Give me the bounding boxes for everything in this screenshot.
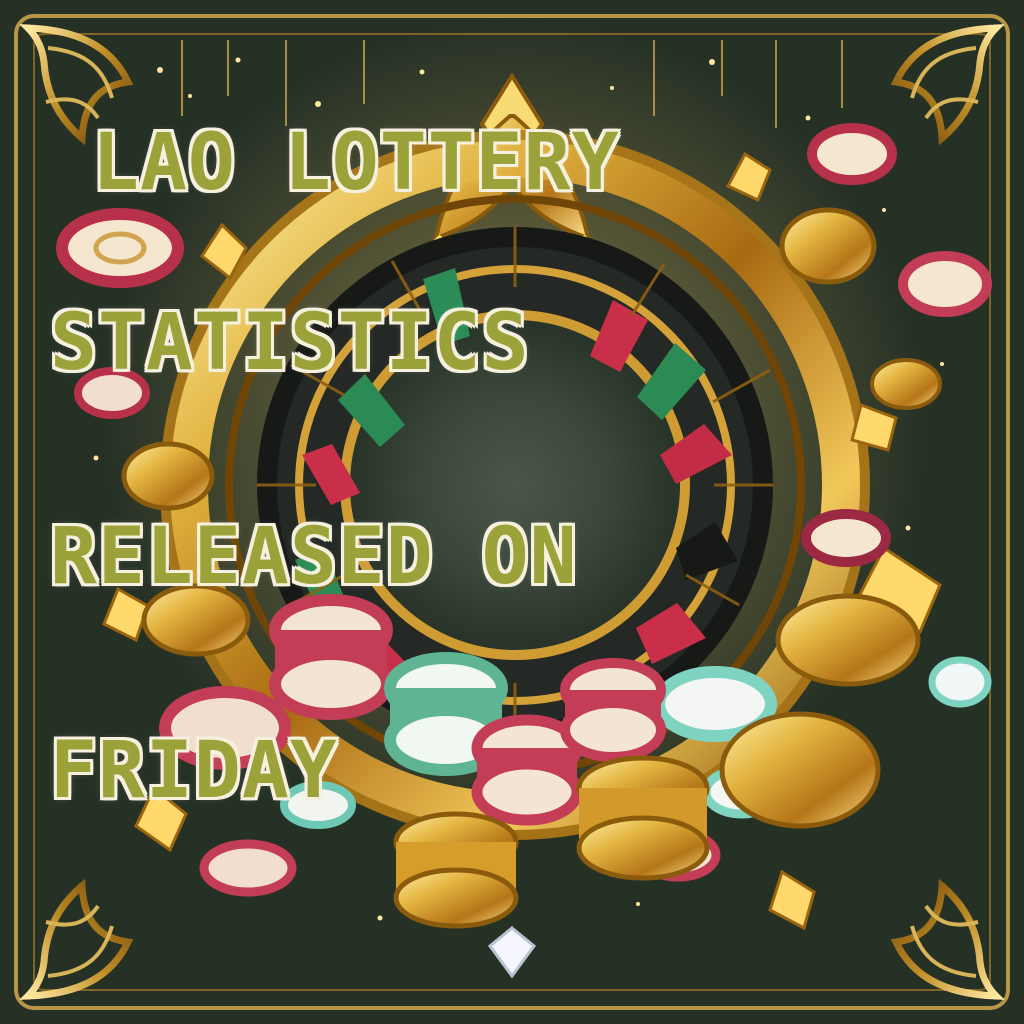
top-right-ornament <box>890 24 1005 146</box>
bottom-right-ornament <box>890 878 1005 1000</box>
bottom-left-ornament <box>19 878 134 1000</box>
gold-coin-stacks <box>121 207 942 929</box>
top-left-ornament <box>19 24 134 146</box>
chip-stacks <box>269 594 666 826</box>
ornamental-frame <box>14 14 1010 1010</box>
poker-chips-left <box>56 208 356 897</box>
hanging-lights <box>181 40 843 128</box>
